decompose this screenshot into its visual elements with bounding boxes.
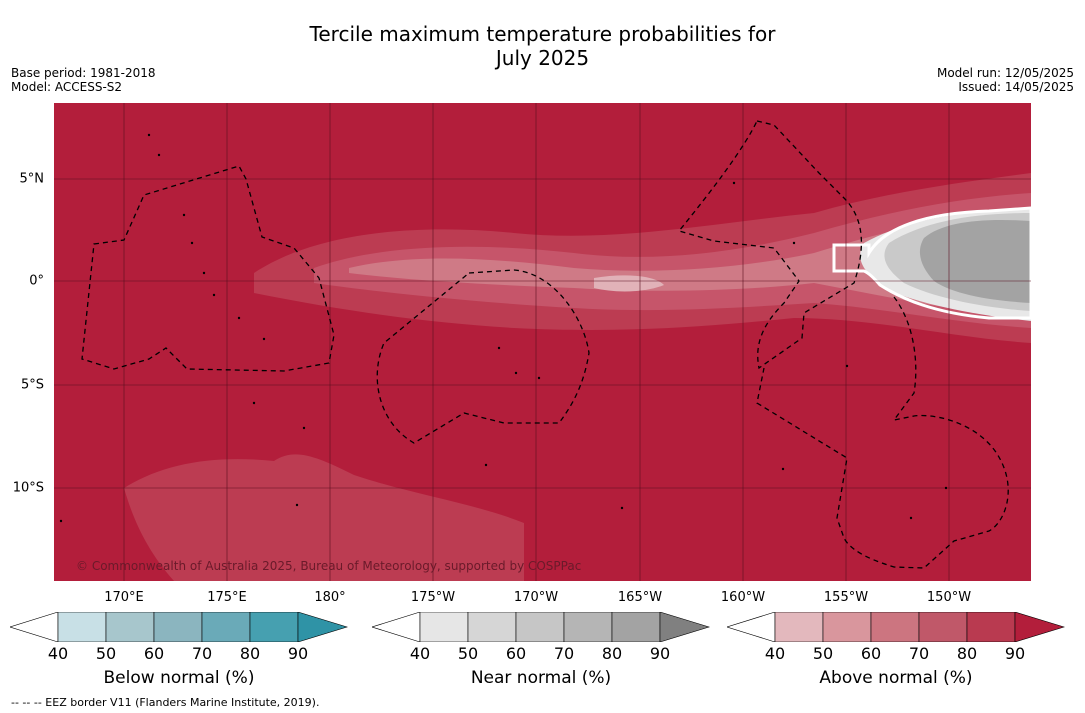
colorbar-near-arrow-left [372, 612, 421, 642]
tick-near-90: 90 [649, 644, 671, 663]
meta-left: Base period: 1981-2018 Model: ACCESS-S2 [11, 66, 156, 94]
lon-label-175e: 175°E [207, 590, 247, 605]
lon-label-170w: 170°W [513, 590, 559, 605]
lon-label-170e: 170°E [104, 590, 144, 605]
tick-below-70: 70 [191, 644, 213, 663]
colorbar-above-bin-80-90 [966, 612, 1016, 642]
tick-near-70: 70 [553, 644, 575, 663]
tick-below-60: 60 [143, 644, 165, 663]
tick-below-40: 40 [47, 644, 69, 663]
tick-above-50: 50 [812, 644, 834, 663]
tick-above-60: 60 [860, 644, 882, 663]
colorbar-below-bin-80-90 [249, 612, 299, 642]
colorbar-near-bin-80-90 [611, 612, 661, 642]
tick-above-90: 90 [1004, 644, 1026, 663]
band-60-70 [314, 193, 1031, 328]
tick-near-80: 80 [601, 644, 623, 663]
colorbar-above-bin-40-50 [774, 612, 824, 642]
eez-border-tokelau [376, 269, 590, 444]
meta-right: Model run: 12/05/2025 Issued: 14/05/2025 [937, 66, 1074, 94]
lon-label-155w: 155°W [823, 590, 869, 605]
colorbar-above-bin-60-70 [870, 612, 920, 642]
eez-border-tuvalu [81, 165, 335, 372]
colorbar-below-bin-70-80 [201, 612, 251, 642]
tick-above-80: 80 [956, 644, 978, 663]
colorbar-below-normal [10, 612, 348, 642]
eez-borders [81, 120, 1009, 569]
colorbar-near-bin-70-80 [563, 612, 613, 642]
probability-map [54, 103, 1031, 581]
lon-label-150w: 150°W [926, 590, 972, 605]
colorbar-near-bin-60-70 [515, 612, 565, 642]
island-dots [59, 133, 948, 523]
colorbar-below-arrow-right [297, 612, 348, 642]
colorbar-above-bin-70-80 [918, 612, 968, 642]
lon-label-165w: 165°W [617, 590, 663, 605]
model-text: Model: ACCESS-S2 [11, 80, 123, 94]
tick-below-90: 90 [287, 644, 309, 663]
colorbar-below-bin-50-60 [105, 612, 155, 642]
title-line-2: July 2025 [495, 46, 590, 70]
tick-above-70: 70 [908, 644, 930, 663]
colorbar-near-bin-50-60 [467, 612, 517, 642]
colorbar-above-arrow-right [1014, 612, 1065, 642]
colorbar-above-arrow-left [727, 612, 776, 642]
lat-label-10s: 10°S [12, 480, 44, 496]
colorbar-near-arrow-right [659, 612, 710, 642]
colorbar-below-bin-60-70 [153, 612, 203, 642]
lat-label-5s: 5°S [20, 377, 44, 393]
band-south-70-80 [124, 454, 524, 581]
colorbar-below-arrow-left [10, 612, 59, 642]
colorbar-near-normal [372, 612, 710, 642]
issued-text: Issued: 14/05/2025 [958, 80, 1074, 94]
lon-label-160w: 160°W [720, 590, 766, 605]
near-normal-contour [832, 206, 1031, 320]
tick-above-40: 40 [764, 644, 786, 663]
copyright-notice: © Commonwealth of Australia 2025, Bureau… [76, 559, 582, 573]
tick-near-40: 40 [409, 644, 431, 663]
lat-label-5n: 5°N [19, 171, 45, 187]
colorbar-above-bin-50-60 [822, 612, 872, 642]
tick-near-50: 50 [457, 644, 479, 663]
model-run-text: Model run: 12/05/2025 [936, 66, 1074, 80]
eez-border-kiribati-line [677, 120, 862, 370]
colorbar-title-above: Above normal (%) [819, 668, 973, 688]
chart-title: Tercile maximum temperature probabilitie… [0, 22, 1085, 70]
near-normal-60-70 [919, 219, 1031, 303]
eez-footnote: -- -- -- EEZ border V11 (Flanders Marine… [11, 696, 320, 709]
map-graticule [54, 103, 1031, 581]
band-40-50 [594, 275, 664, 292]
band-50-60 [349, 208, 1031, 318]
tick-near-60: 60 [505, 644, 527, 663]
colorbar-near-bin-40-50 [419, 612, 469, 642]
lon-label-180: 180° [314, 590, 346, 605]
tick-below-50: 50 [95, 644, 117, 663]
colorbar-below-bin-40-50 [57, 612, 107, 642]
tick-below-80: 80 [239, 644, 261, 663]
base-period-text: Base period: 1981-2018 [11, 66, 156, 80]
colorbar-title-near: Near normal (%) [470, 668, 612, 688]
lat-label-0: 0° [29, 273, 44, 289]
colorbar-title-below: Below normal (%) [103, 668, 255, 688]
lon-label-175w: 175°W [410, 590, 456, 605]
colorbar-above-normal [727, 612, 1065, 642]
title-line-1: Tercile maximum temperature probabilitie… [309, 22, 776, 46]
